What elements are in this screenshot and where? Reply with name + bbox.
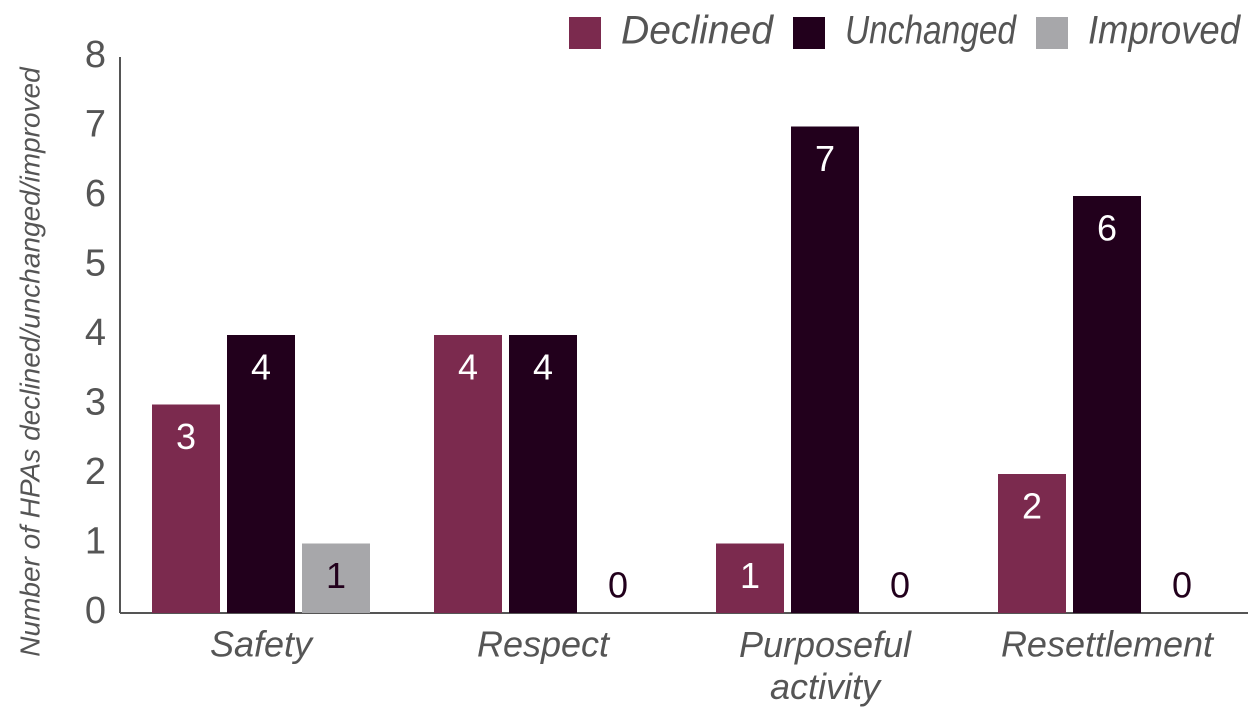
- y-tick-label: 8: [85, 34, 106, 76]
- y-tick-label: 1: [85, 521, 106, 563]
- bar: [998, 474, 1066, 613]
- legend-label: Unchanged: [845, 9, 1017, 53]
- y-axis-label: Number of HPAs declined/unchanged/improv…: [14, 66, 45, 657]
- bar: [716, 543, 784, 613]
- value-label: 0: [1172, 565, 1192, 606]
- value-label: 6: [1097, 208, 1117, 249]
- y-tick-label: 6: [85, 173, 106, 215]
- bar: [227, 335, 295, 613]
- value-label: 1: [326, 555, 346, 596]
- value-label: 4: [458, 347, 478, 388]
- value-label: 1: [740, 555, 760, 596]
- value-label: 4: [251, 347, 271, 388]
- bar: [791, 126, 859, 613]
- legend-swatch: [793, 17, 825, 49]
- y-tick-label: 7: [85, 104, 106, 146]
- legend-label: Declined: [621, 9, 775, 53]
- value-label: 0: [890, 565, 910, 606]
- y-tick-label: 4: [85, 312, 106, 354]
- x-tick-label: Safety: [210, 624, 314, 665]
- legend-swatch: [1036, 17, 1068, 49]
- x-tick-label: Purposeful activity: [739, 624, 912, 707]
- x-tick-label: Respect: [477, 624, 611, 665]
- y-tick-label: 5: [85, 243, 106, 285]
- bar: [434, 335, 502, 613]
- value-label: 3: [176, 416, 196, 457]
- y-tick-label: 2: [85, 451, 106, 493]
- bar: [302, 543, 370, 613]
- bar: [152, 404, 220, 613]
- value-label: 4: [533, 347, 553, 388]
- value-label: 7: [815, 138, 835, 179]
- bar: [509, 335, 577, 613]
- bar: [1073, 196, 1141, 613]
- legend-label: Improved: [1088, 9, 1242, 53]
- legend-swatch: [569, 17, 601, 49]
- x-tick-label: Resettlement: [1001, 624, 1215, 665]
- y-tick-label: 0: [85, 590, 106, 632]
- y-tick-label: 3: [85, 382, 106, 424]
- value-label: 2: [1022, 486, 1042, 527]
- value-label: 0: [608, 565, 628, 606]
